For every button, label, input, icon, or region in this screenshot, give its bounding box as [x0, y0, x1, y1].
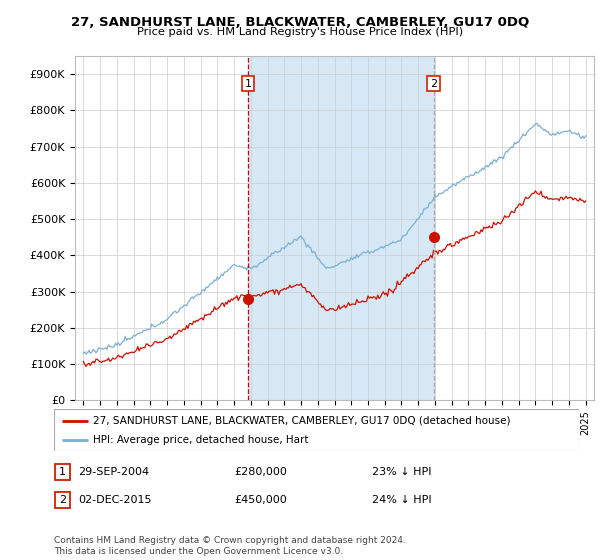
Text: 1: 1	[244, 78, 251, 88]
Bar	[55, 492, 70, 508]
Text: 2: 2	[59, 495, 66, 505]
Text: 24% ↓ HPI: 24% ↓ HPI	[372, 495, 431, 505]
Text: Contains HM Land Registry data © Crown copyright and database right 2024.
This d: Contains HM Land Registry data © Crown c…	[54, 536, 406, 556]
Text: £450,000: £450,000	[234, 495, 287, 505]
Text: £280,000: £280,000	[234, 467, 287, 477]
Text: 1: 1	[59, 467, 66, 477]
Text: 27, SANDHURST LANE, BLACKWATER, CAMBERLEY, GU17 0DQ: 27, SANDHURST LANE, BLACKWATER, CAMBERLE…	[71, 16, 529, 29]
Bar	[55, 464, 70, 480]
Text: 29-SEP-2004: 29-SEP-2004	[78, 467, 149, 477]
Text: 02-DEC-2015: 02-DEC-2015	[78, 495, 151, 505]
Text: HPI: Average price, detached house, Hart: HPI: Average price, detached house, Hart	[94, 435, 309, 445]
Text: 27, SANDHURST LANE, BLACKWATER, CAMBERLEY, GU17 0DQ (detached house): 27, SANDHURST LANE, BLACKWATER, CAMBERLE…	[94, 416, 511, 426]
Text: 23% ↓ HPI: 23% ↓ HPI	[372, 467, 431, 477]
Bar	[248, 56, 434, 400]
Text: 2: 2	[430, 78, 437, 88]
Text: Price paid vs. HM Land Registry's House Price Index (HPI): Price paid vs. HM Land Registry's House …	[137, 27, 463, 37]
